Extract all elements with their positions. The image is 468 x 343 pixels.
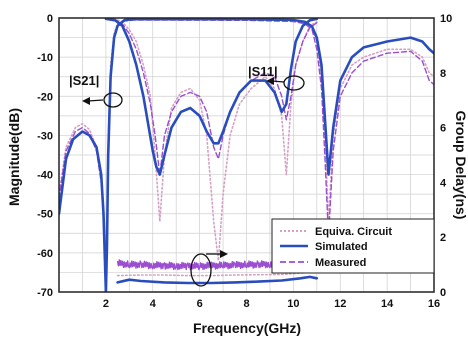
x-tick-label: 16 (428, 298, 440, 310)
series-layer (59, 18, 434, 292)
y2-tick-label: 0 (440, 287, 446, 299)
y2-axis-title: Group Delay(ns) (453, 111, 468, 220)
annotation-s11-arrow (266, 77, 285, 85)
y-tick-label: -10 (37, 52, 53, 64)
y2-tick-label: 2 (440, 232, 446, 244)
right-tick-labels: 0 2 4 6 8 10 (440, 13, 452, 299)
x-tick-label: 4 (150, 298, 157, 310)
legend-label-measured: Measured (315, 257, 366, 269)
annotation-groupdelay-arrow (206, 250, 228, 258)
series-line-simulated-s11 (104, 18, 319, 176)
y2-tick-label: 8 (440, 68, 446, 80)
y2-tick-label: 4 (440, 177, 447, 189)
series-line-simulated-s21 (59, 18, 434, 292)
x-axis-title: Frequency(GHz) (193, 320, 301, 336)
plot-frame (58, 17, 435, 293)
series-line-equiva-circuit-s11 (105, 18, 318, 262)
bottom-tick-labels: 2 4 6 8 10 12 14 16 (103, 298, 440, 310)
annotation-s11-ellipse (283, 75, 305, 91)
y-tick-label: -20 (37, 91, 53, 103)
annotation-s21-ellipse (103, 92, 123, 108)
annotation-s21-arrow (82, 97, 104, 105)
series-line-measured-s11 (105, 18, 318, 176)
y-tick-label: -50 (37, 209, 53, 221)
y-tick-label: -70 (37, 287, 53, 299)
legend-label-simulated: Simulated (315, 241, 368, 253)
y-tick-label: -60 (37, 248, 53, 260)
legend: Equiva. Circuit Simulated Measured (271, 218, 435, 274)
left-tick-labels: 0 -10 -20 -30 -40 -50 -60 -70 (37, 13, 53, 299)
annotation-groupdelay-ellipse (190, 253, 212, 287)
y2-tick-label: 6 (440, 123, 446, 135)
series-line-simulated-group-delay (116, 275, 319, 285)
x-tick-label: 10 (287, 298, 299, 310)
y2-tick-label: 10 (440, 13, 452, 25)
y-axis-title: Magnitude(dB) (6, 108, 22, 206)
y-tick-label: 0 (47, 13, 53, 25)
y-tick-label: -30 (37, 130, 53, 142)
series-line-equiva-circuit-group-delay (116, 270, 318, 277)
annotation-s11: |S11| (248, 64, 278, 79)
annotation-s21: |S21| (69, 73, 99, 88)
x-tick-label: 6 (197, 298, 203, 310)
x-tick-label: 12 (334, 298, 346, 310)
x-tick-label: 8 (243, 298, 249, 310)
x-tick-label: 2 (103, 298, 109, 310)
y-tick-label: -40 (37, 170, 53, 182)
legend-label-circuit: Equiva. Circuit (315, 226, 392, 238)
x-tick-label: 14 (381, 298, 394, 310)
